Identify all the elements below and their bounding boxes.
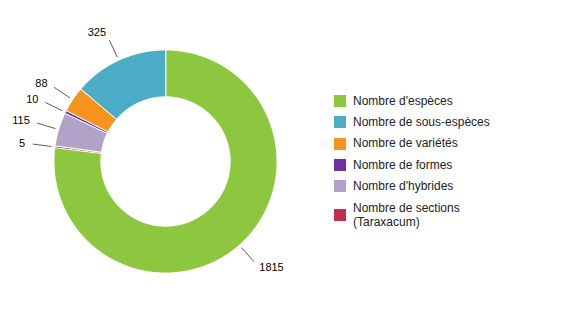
svg-text:10: 10 [26,93,38,105]
svg-text:1815: 1815 [259,261,283,273]
html-text:Nombre de formes: Nombre de formes [353,157,453,172]
svg-text:325: 325 [88,26,106,38]
html-text:Nombre d'hybrides: Nombre d'hybrides [353,179,454,194]
html-text:Nombre d'espèces: Nombre d'espèces [353,93,453,108]
html-text:Nombre de sous-espèces: Nombre de sous-espèces [353,115,490,129]
html-text:Nombre de variétés: Nombre de variétés [353,136,458,151]
svg-text:5: 5 [19,137,25,149]
html-text:Nombre de sections (Taraxacum): Nombre de sections (Taraxacum) [353,200,460,229]
svg-text:115: 115 [12,114,30,126]
svg-text:88: 88 [35,76,47,88]
